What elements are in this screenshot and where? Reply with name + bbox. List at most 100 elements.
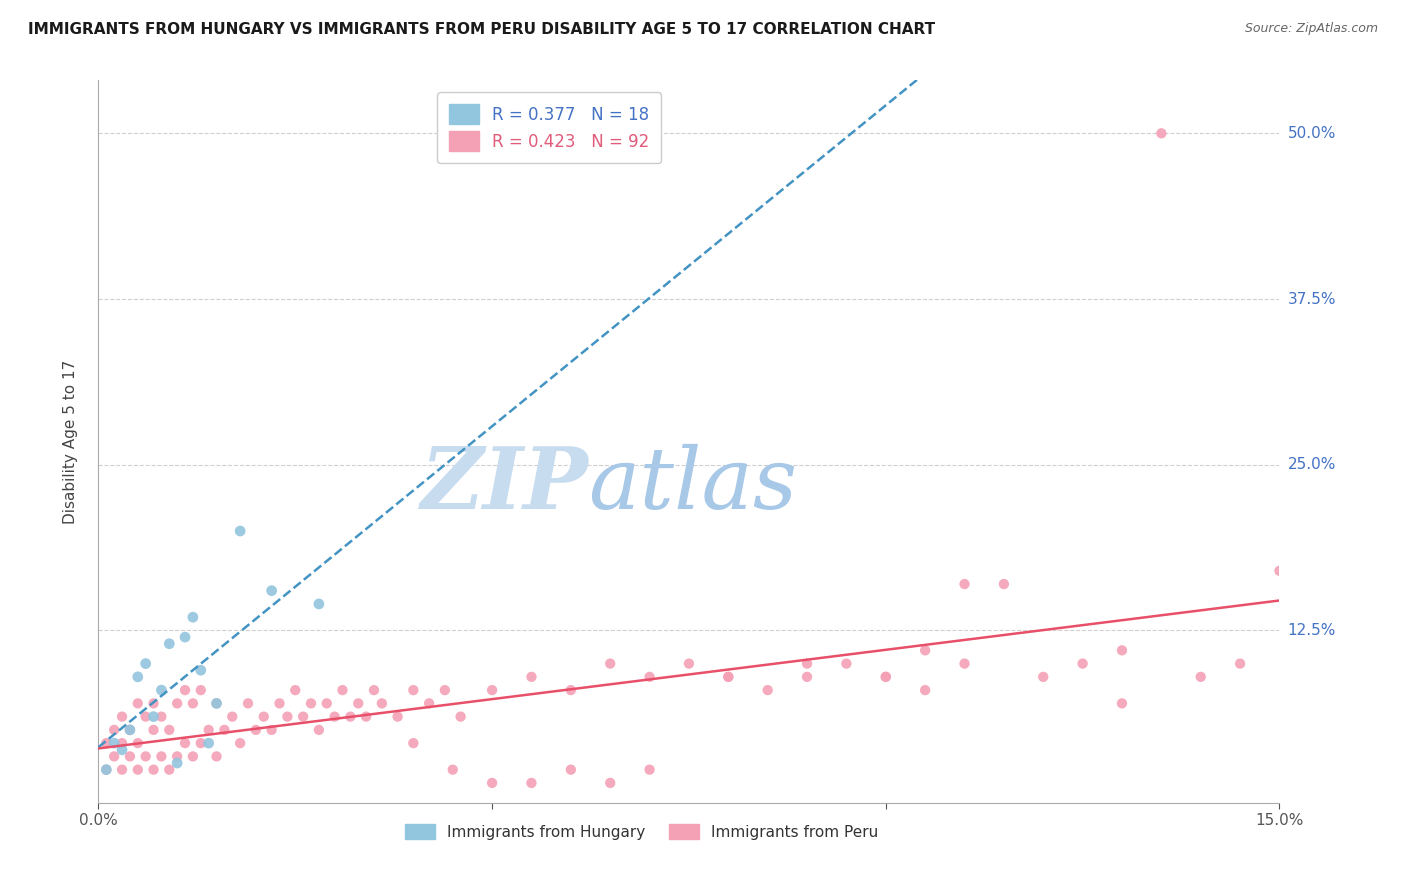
Point [150, 749, 173, 764]
Point [1189, 670, 1212, 684]
Point [150, 683, 173, 698]
Point [354, 709, 377, 723]
Point [127, 736, 149, 750]
Point [142, 723, 165, 737]
Point [292, 709, 315, 723]
Point [103, 723, 125, 737]
Point [371, 697, 394, 711]
Point [1268, 564, 1291, 578]
Point [418, 697, 440, 711]
Point [221, 709, 243, 723]
Point [205, 697, 228, 711]
Point [953, 657, 976, 671]
Point [181, 610, 204, 624]
Point [197, 723, 219, 737]
Point [993, 577, 1015, 591]
Point [875, 670, 897, 684]
Point [875, 670, 897, 684]
Point [96, 736, 118, 750]
Point [638, 670, 661, 684]
Point [166, 749, 188, 764]
Point [599, 776, 621, 790]
Point [347, 697, 370, 711]
Point [150, 709, 173, 723]
Point [229, 524, 252, 538]
Point [402, 736, 425, 750]
Point [190, 683, 212, 698]
Point [118, 749, 141, 764]
Legend: Immigrants from Hungary, Immigrants from Peru: Immigrants from Hungary, Immigrants from… [399, 818, 884, 846]
Point [1229, 657, 1251, 671]
Point [433, 683, 456, 698]
Point [214, 723, 236, 737]
Point [127, 763, 149, 777]
Point [284, 683, 307, 698]
Text: 12.5%: 12.5% [1288, 623, 1336, 638]
Point [299, 697, 322, 711]
Point [520, 776, 543, 790]
Point [520, 670, 543, 684]
Text: Source: ZipAtlas.com: Source: ZipAtlas.com [1244, 22, 1378, 36]
Point [1071, 657, 1094, 671]
Point [441, 763, 464, 777]
Point [308, 723, 330, 737]
Point [181, 749, 204, 764]
Point [142, 763, 165, 777]
Point [135, 657, 157, 671]
Point [953, 577, 976, 591]
Point [236, 697, 259, 711]
Point [190, 663, 212, 677]
Point [269, 697, 291, 711]
Point [835, 657, 858, 671]
Point [339, 709, 361, 723]
Point [111, 763, 134, 777]
Point [1111, 643, 1133, 657]
Text: 37.5%: 37.5% [1288, 292, 1336, 307]
Point [205, 749, 228, 764]
Point [157, 723, 180, 737]
Point [127, 670, 149, 684]
Point [481, 776, 503, 790]
Point [1032, 670, 1054, 684]
Point [103, 736, 125, 750]
Point [914, 643, 936, 657]
Text: ZIP: ZIP [420, 443, 589, 526]
Text: 25.0%: 25.0% [1288, 458, 1336, 472]
Point [363, 683, 385, 698]
Point [157, 637, 180, 651]
Point [315, 697, 337, 711]
Point [638, 763, 661, 777]
Point [142, 709, 165, 723]
Point [111, 709, 134, 723]
Text: IMMIGRANTS FROM HUNGARY VS IMMIGRANTS FROM PERU DISABILITY AGE 5 TO 17 CORRELATI: IMMIGRANTS FROM HUNGARY VS IMMIGRANTS FR… [28, 22, 935, 37]
Point [796, 657, 818, 671]
Point [308, 597, 330, 611]
Point [276, 709, 298, 723]
Point [197, 736, 219, 750]
Point [166, 697, 188, 711]
Point [402, 683, 425, 698]
Point [260, 583, 283, 598]
Point [678, 657, 700, 671]
Point [717, 670, 740, 684]
Point [560, 683, 582, 698]
Point [96, 763, 118, 777]
Point [253, 709, 276, 723]
Point [118, 723, 141, 737]
Point [205, 697, 228, 711]
Point [190, 736, 212, 750]
Point [914, 683, 936, 698]
Point [1111, 697, 1133, 711]
Point [174, 736, 197, 750]
Point [166, 756, 188, 770]
Point [481, 683, 503, 698]
Point [796, 670, 818, 684]
Point [229, 736, 252, 750]
Point [323, 709, 346, 723]
Point [181, 697, 204, 711]
Point [260, 723, 283, 737]
Point [387, 709, 409, 723]
Point [157, 763, 180, 777]
Point [245, 723, 267, 737]
Point [142, 697, 165, 711]
